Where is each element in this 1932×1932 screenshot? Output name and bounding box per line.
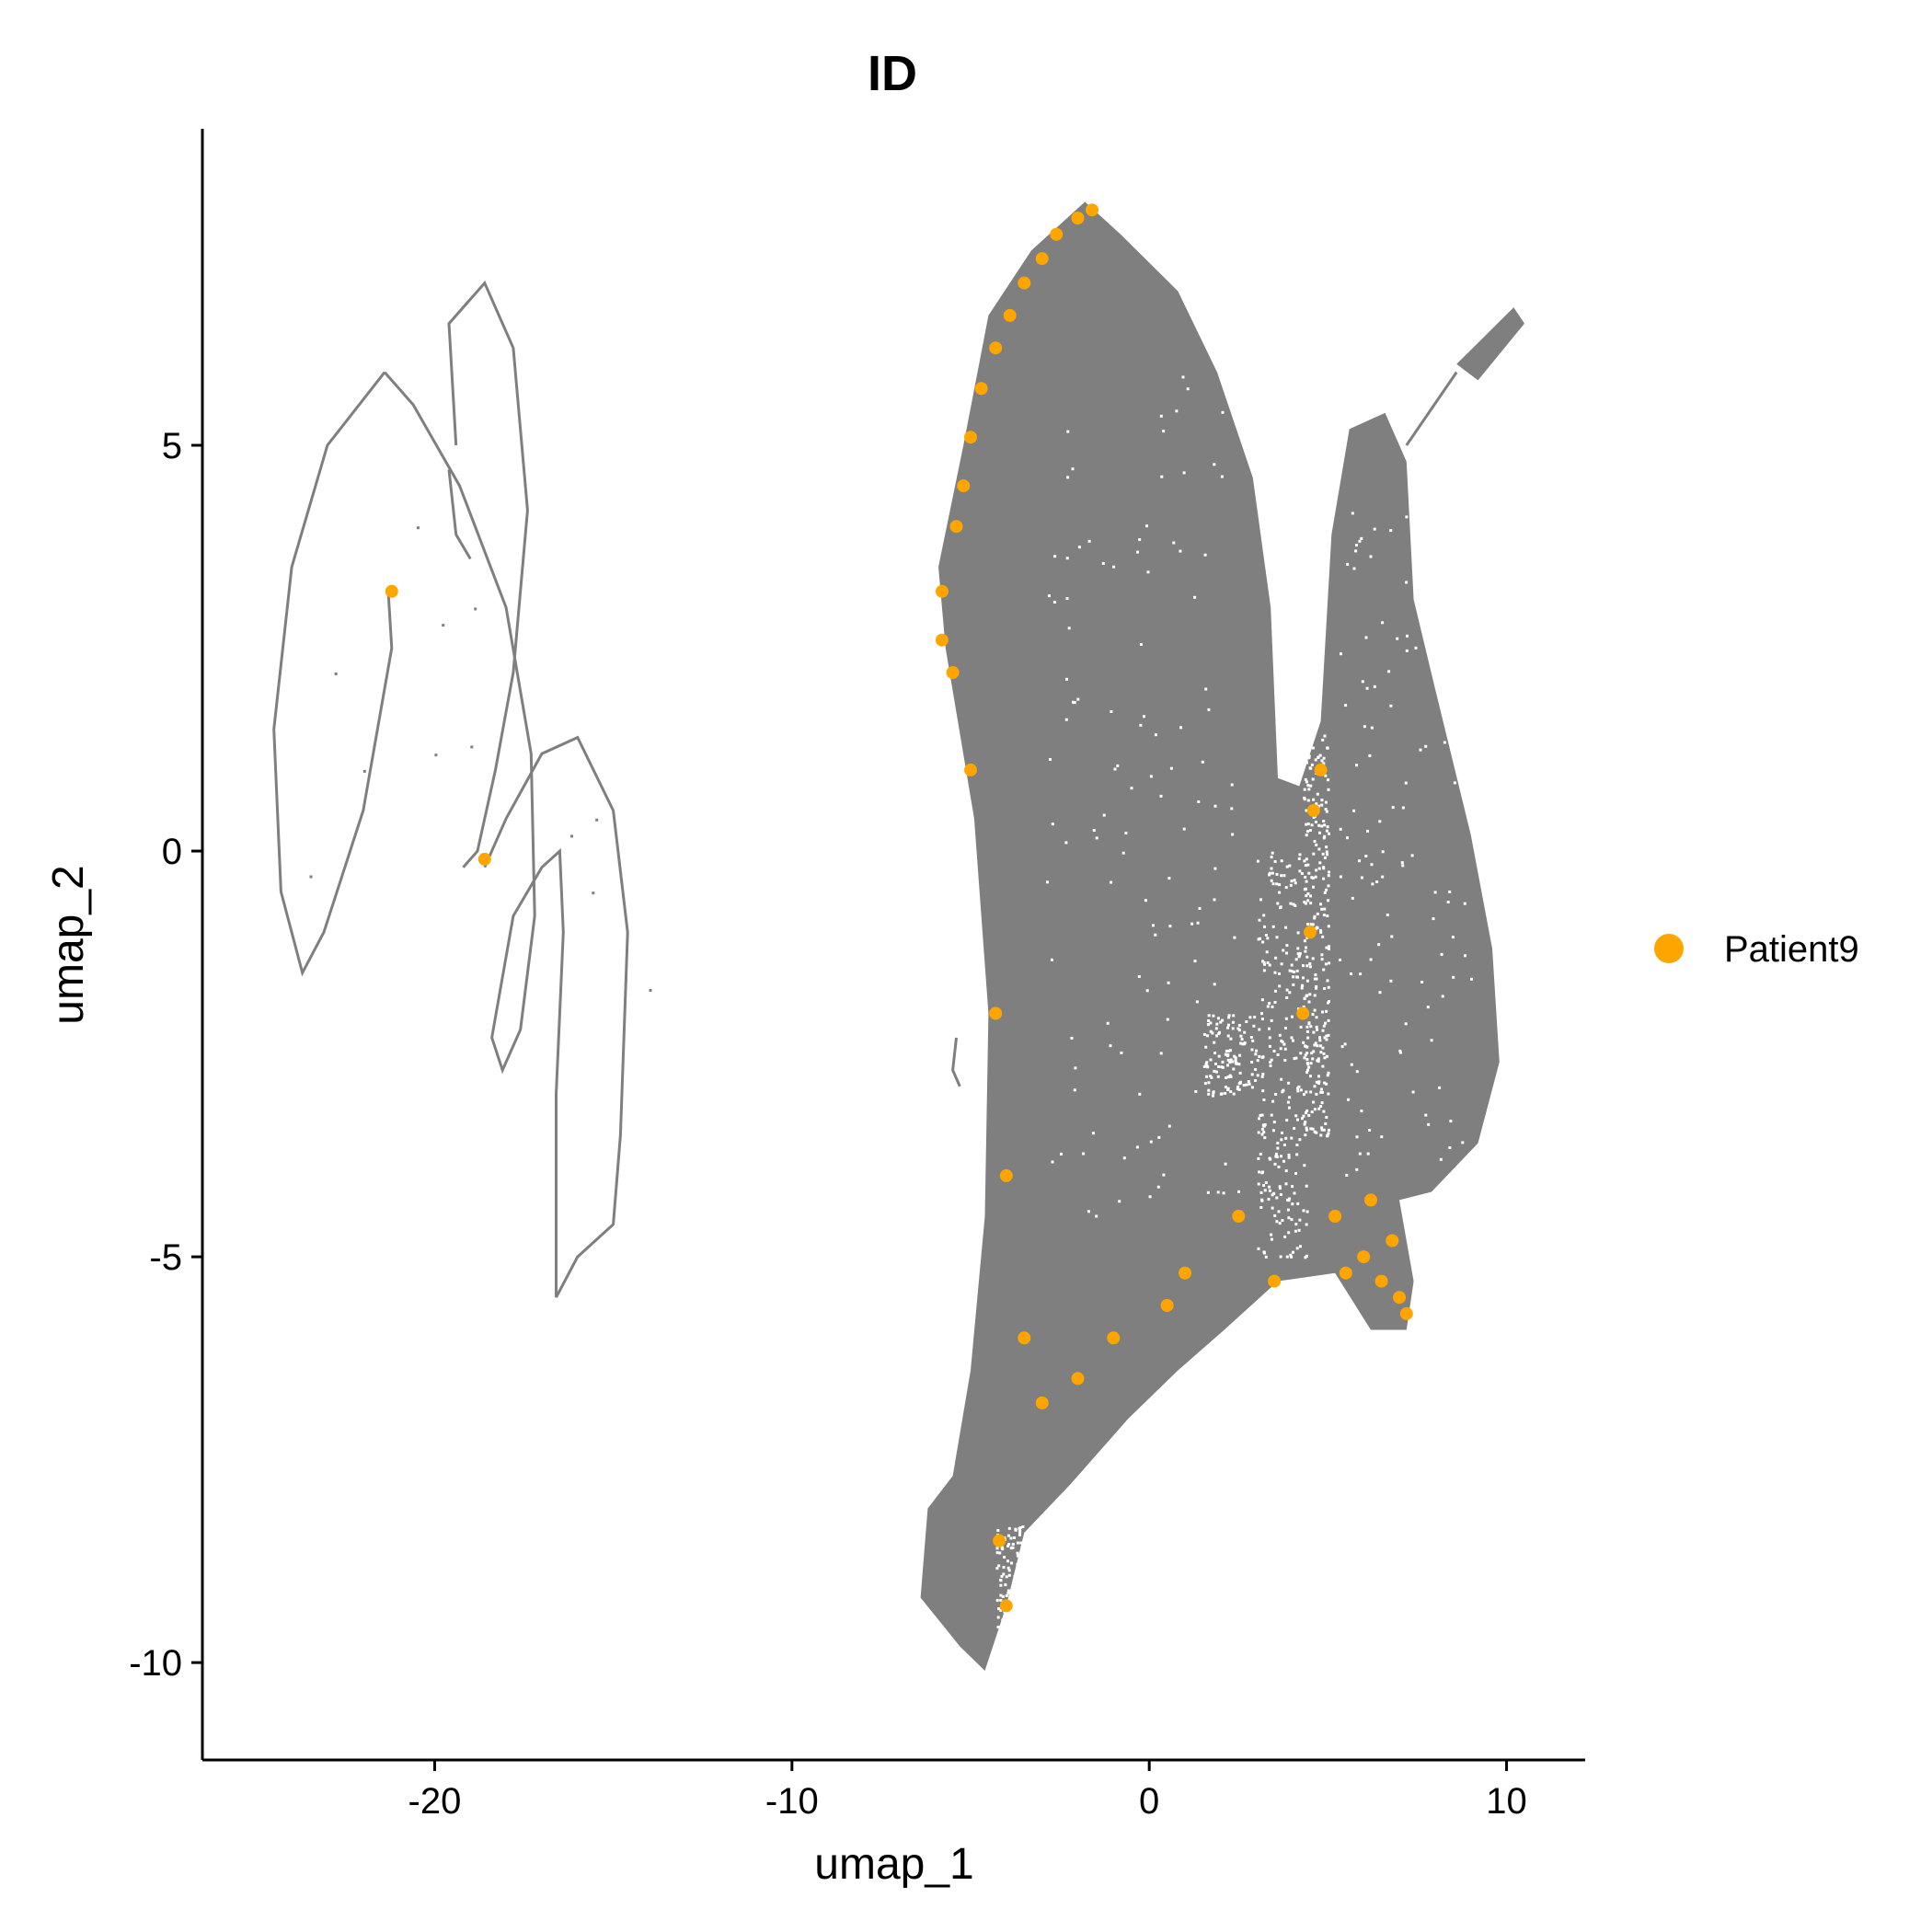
patient9-point [989,1006,1003,1020]
background-point [474,607,477,611]
background-point [595,818,599,822]
trajectory-loop-4 [483,735,629,1298]
patient9-point [1296,1006,1310,1020]
trajectory-loop-1 [447,469,472,560]
legend-label-patient9: Patient9 [1724,929,1859,970]
patient9-point [1339,1266,1352,1280]
patient9-point [1018,276,1031,290]
patient9-point [1035,1396,1049,1409]
patient9-point [1160,1299,1174,1312]
patient9-point [1306,804,1320,817]
background-point [309,875,313,879]
cluster-speckles [995,375,1473,1633]
y-tick-label: -10 [129,1643,182,1684]
patient9-point [1393,1291,1406,1305]
patient9-point [477,852,491,866]
background-point [362,769,366,773]
x-tick-label: 0 [1139,1781,1159,1822]
legend: Patient9 [1654,929,1859,970]
patient9-point [949,520,963,534]
main-cluster-shape [920,201,1500,1671]
patient9-point [964,763,977,776]
trajectory-loop-2 [272,371,394,977]
patient9-point [1374,1274,1388,1288]
patient9-point [999,1168,1013,1182]
y-tick-label: -5 [149,1237,182,1278]
patient9-point [1328,1210,1342,1223]
y-axis-label: umap_2 [44,865,93,1024]
patient9-point [974,382,988,396]
patient9-point [957,479,971,493]
patient9-point [989,341,1003,355]
background-point [570,834,573,838]
patient9-point [1399,1306,1413,1320]
patient9-point [385,584,398,598]
tiny-arc [951,1037,961,1087]
patient9-point [946,666,960,679]
background-cells-layer [272,201,1524,1671]
trajectory-loop-3 [383,371,565,1298]
trajectory-loop-0 [447,280,529,868]
background-point [649,989,652,992]
x-tick-label: -20 [408,1781,462,1822]
legend-marker-patient9 [1654,934,1684,963]
x-axis-ticks: -20 -10 0 10 [408,1760,1527,1822]
patient9-point [1314,763,1328,776]
background-point [334,673,338,675]
patient9-point [1357,1250,1371,1264]
x-tick-label: 10 [1486,1781,1527,1822]
y-tick-label: 0 [162,832,182,872]
background-point [442,624,445,627]
patient9-points-layer [385,203,1413,1613]
patient9-point [935,584,949,598]
patient9-point [1364,1193,1377,1207]
x-axis-label: umap_1 [814,1840,973,1889]
background-point [592,891,595,895]
background-point [470,745,474,749]
patient9-point [1386,1234,1399,1248]
patient9-point [1003,308,1017,322]
background-point [417,526,420,530]
patient9-point [1071,1372,1085,1386]
patient9-point [964,431,977,444]
small-island-shape [1456,307,1524,381]
patient9-point [1232,1210,1246,1223]
patient9-point [1018,1331,1031,1345]
patient9-point [999,1599,1013,1613]
patient9-point [1071,212,1085,224]
patient9-point [935,633,949,647]
patient9-point [1179,1266,1191,1280]
patient9-point [1268,1274,1282,1288]
x-tick-label: -10 [765,1781,819,1822]
patient9-point [1107,1331,1121,1345]
y-tick-label: 5 [162,426,182,466]
patient9-point [1035,252,1049,266]
patient9-point [1086,203,1098,217]
thin-streak [1405,371,1458,446]
background-point [434,753,438,757]
chart-title: ID [868,46,917,101]
patient9-point [1050,227,1064,241]
patient9-point [1304,926,1317,939]
y-axis-ticks: -10 -5 0 5 [129,426,202,1684]
patient9-point [993,1534,1006,1547]
